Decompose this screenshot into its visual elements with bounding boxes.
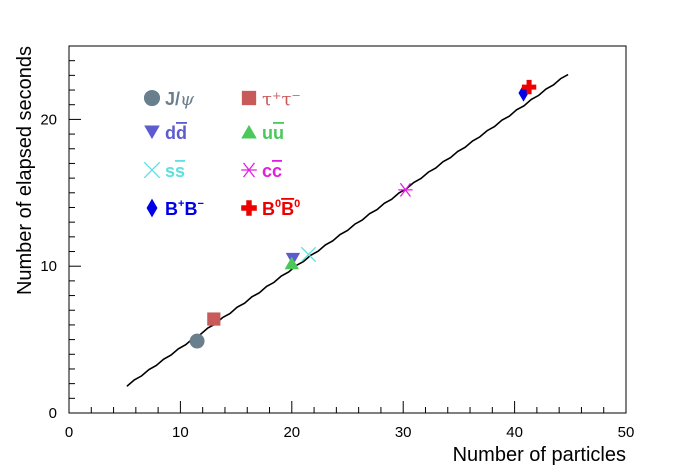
legend-label-second: B	[281, 199, 294, 219]
legend-label-main: c	[262, 161, 272, 181]
y-tick-label: 0	[49, 405, 57, 422]
fit-line	[126, 73, 569, 387]
legend-label-main: s	[165, 161, 175, 181]
y-tick-label: 10	[40, 258, 57, 275]
x-axis-title: Number of particles	[453, 444, 626, 466]
legend-label-main: B	[262, 199, 275, 219]
y-tick-label: 20	[40, 111, 57, 128]
x-tick-label: 20	[283, 424, 300, 441]
legend-label: B0B0	[262, 198, 300, 219]
legend-label-sup: 0	[294, 198, 300, 210]
legend-marker	[241, 200, 257, 216]
legend-label-sup: +	[178, 198, 184, 210]
legend-label: cc	[262, 161, 282, 181]
data-point	[207, 312, 221, 326]
points-layer	[189, 79, 537, 349]
legend-label-main: u	[262, 123, 273, 143]
legend-label-second: B	[184, 199, 197, 219]
legend-marker	[241, 162, 257, 178]
x-tick-label: 40	[506, 424, 523, 441]
legend-label-bar: s	[175, 161, 185, 181]
legend-label: dd	[165, 123, 187, 143]
legend-label: ss	[165, 161, 185, 181]
legend-label: uu	[262, 123, 284, 143]
legend-label: τ⁺τ⁻	[262, 89, 301, 110]
legend-label-main: d	[165, 123, 176, 143]
x-tick-label: 0	[65, 424, 73, 441]
data-point	[521, 79, 537, 95]
x-tick-label: 50	[618, 424, 635, 441]
legend-label-bar: u	[273, 123, 284, 143]
legend-label-main: B	[165, 199, 178, 219]
legend-marker	[144, 125, 160, 140]
legend-marker	[143, 89, 161, 107]
data-point	[189, 333, 205, 349]
legend-label-main: J/	[165, 89, 180, 109]
legend-label-greek: ψ	[180, 89, 195, 110]
legend-label-bar: c	[272, 161, 282, 181]
legend-label: J/ψ	[165, 89, 195, 110]
fit-layer	[126, 73, 569, 387]
x-tick-label: 30	[395, 424, 412, 441]
data-point	[398, 182, 413, 197]
y-axis: 0 10 20	[40, 45, 81, 422]
legend-label-sup: −	[197, 198, 203, 210]
data-point	[284, 256, 299, 270]
legend-marker	[143, 161, 161, 179]
legend-marker	[241, 90, 257, 106]
legend-label-sup: 0	[275, 198, 281, 210]
x-axis: 0 10 20 30 40 50	[65, 401, 635, 441]
x-tick-label: 10	[172, 424, 189, 441]
legend-marker	[146, 198, 158, 218]
data-point	[300, 246, 317, 263]
legend-label: B+B−	[165, 198, 204, 219]
legend-label-main: τ⁺τ⁻	[262, 89, 301, 110]
legend-marker	[241, 124, 257, 139]
y-axis-title: Number of elapsed seconds	[14, 46, 36, 295]
legend-label-bar: d	[176, 123, 187, 143]
plot-frame	[68, 45, 627, 414]
